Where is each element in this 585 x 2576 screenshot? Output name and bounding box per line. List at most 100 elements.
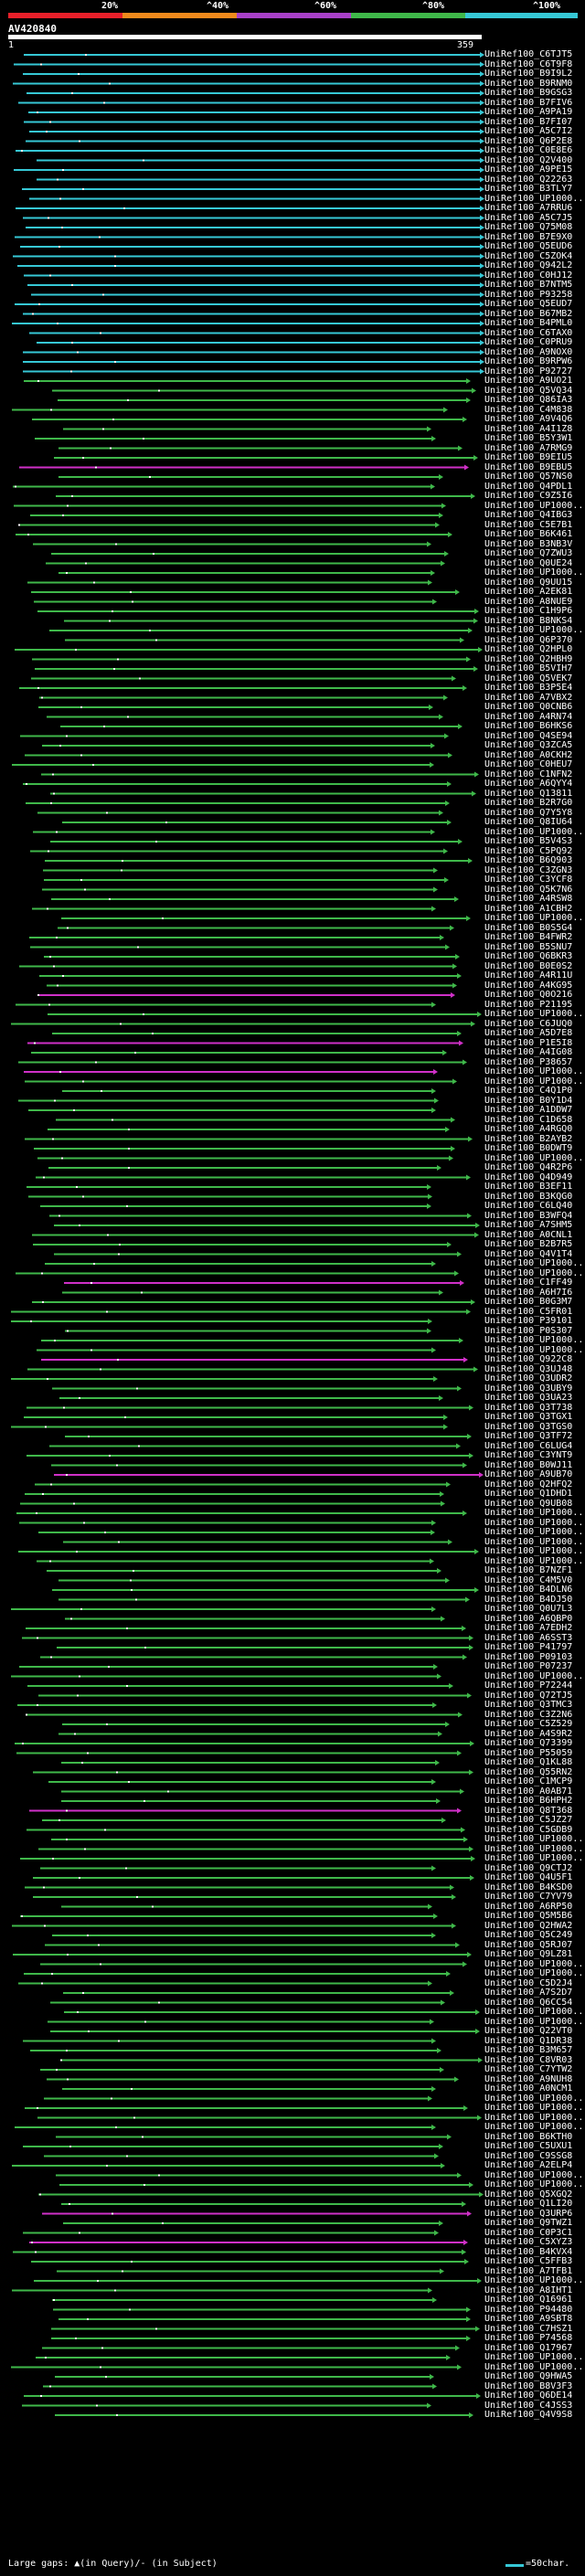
- hit-label[interactable]: UniRef100_C4JSS3: [484, 2400, 573, 2411]
- hit-label[interactable]: UniRef100_UP1000...: [484, 1066, 585, 1076]
- hit-label[interactable]: UniRef100_Q8IU64: [484, 817, 573, 827]
- hit-label[interactable]: UniRef100_P55059: [484, 1747, 573, 1758]
- hit-label[interactable]: UniRef100_UP1000...: [484, 826, 585, 837]
- hit-label[interactable]: UniRef100_C3YCF8: [484, 875, 573, 885]
- hit-label[interactable]: UniRef100_UP1000...: [484, 1344, 585, 1355]
- hit-label[interactable]: UniRef100_Q5M5B6: [484, 1911, 573, 1921]
- hit-label[interactable]: UniRef100_P0S307: [484, 1325, 573, 1336]
- hit-label[interactable]: UniRef100_A9UO21: [484, 376, 573, 386]
- hit-label[interactable]: UniRef100_Q3UA23: [484, 1393, 573, 1403]
- hit-label[interactable]: UniRef100_B9I9L2: [484, 69, 573, 79]
- hit-label[interactable]: UniRef100_B5VIH7: [484, 663, 573, 673]
- hit-label[interactable]: UniRef100_Q86IA3: [484, 395, 573, 405]
- hit-label[interactable]: UniRef100_C0P3C1: [484, 2227, 573, 2238]
- hit-label[interactable]: UniRef100_A9NUH8: [484, 2073, 573, 2084]
- hit-label[interactable]: UniRef100_Q5EUD6: [484, 241, 573, 251]
- hit-label[interactable]: UniRef100_C5D2J4: [484, 1977, 573, 1988]
- hit-label[interactable]: UniRef100_Q5VQ34: [484, 385, 573, 396]
- hit-label[interactable]: UniRef100_C5JZ27: [484, 1815, 573, 1825]
- hit-label[interactable]: UniRef100_A0NCM1: [484, 2083, 573, 2094]
- hit-label[interactable]: UniRef100_Q0O216: [484, 990, 573, 1000]
- hit-label[interactable]: UniRef100_A4S9R2: [484, 1728, 573, 1739]
- hit-label[interactable]: UniRef100_P92727: [484, 366, 573, 376]
- hit-label[interactable]: UniRef100_Q5VEK7: [484, 673, 573, 684]
- hit-label[interactable]: UniRef100_C9Z5I6: [484, 491, 573, 501]
- hit-label[interactable]: UniRef100_P09103: [484, 1651, 573, 1662]
- hit-label[interactable]: UniRef100_Q2HFQ2: [484, 1479, 573, 1489]
- hit-label[interactable]: UniRef100_C3YNT9: [484, 1450, 573, 1460]
- hit-label[interactable]: UniRef100_C4M838: [484, 404, 573, 415]
- hit-label[interactable]: UniRef100_A9SBT8: [484, 2314, 573, 2324]
- hit-label[interactable]: UniRef100_C5FFB3: [484, 2256, 573, 2266]
- hit-label[interactable]: UniRef100_B3TLY7: [484, 184, 573, 194]
- hit-label[interactable]: UniRef100_B7NZF1: [484, 1565, 573, 1575]
- hit-label[interactable]: UniRef100_B3NB3V: [484, 538, 573, 549]
- hit-label[interactable]: UniRef100_B2R7G0: [484, 798, 573, 808]
- hit-label[interactable]: UniRef100_Q55RN2: [484, 1766, 573, 1777]
- hit-label[interactable]: UniRef100_C6T9F8: [484, 58, 573, 69]
- hit-label[interactable]: UniRef100_A9V4Q6: [484, 414, 573, 424]
- hit-label[interactable]: UniRef100_Q3ZCA5: [484, 740, 573, 750]
- hit-label[interactable]: UniRef100_C6LUG4: [484, 1440, 573, 1451]
- hit-label[interactable]: UniRef100_UP1000...: [484, 567, 585, 578]
- hit-label[interactable]: UniRef100_B4PML0: [484, 318, 573, 328]
- hit-label[interactable]: UniRef100_C1NFN2: [484, 769, 573, 779]
- hit-label[interactable]: UniRef100_B4DLN6: [484, 1585, 573, 1595]
- hit-label[interactable]: UniRef100_Q8T368: [484, 1805, 573, 1816]
- hit-label[interactable]: UniRef100_UP1000...: [484, 1968, 585, 1978]
- hit-label[interactable]: UniRef100_Q9CTJ2: [484, 1862, 573, 1873]
- hit-label[interactable]: UniRef100_UP1000...: [484, 2179, 585, 2189]
- hit-label[interactable]: UniRef100_B0DWT9: [484, 1143, 573, 1153]
- hit-label[interactable]: UniRef100_A5C7I2: [484, 126, 573, 136]
- hit-label[interactable]: UniRef100_Q6P370: [484, 634, 573, 645]
- hit-label[interactable]: UniRef100_A1CBH2: [484, 903, 573, 914]
- hit-label[interactable]: UniRef100_B7FI07: [484, 116, 573, 127]
- hit-label[interactable]: UniRef100_P94480: [484, 2304, 573, 2315]
- hit-label[interactable]: UniRef100_Q9UB08: [484, 1498, 573, 1509]
- hit-label[interactable]: UniRef100_B5SNU7: [484, 941, 573, 952]
- hit-label[interactable]: UniRef100_C1FF49: [484, 1277, 573, 1288]
- hit-label[interactable]: UniRef100_B0Y1D4: [484, 1095, 573, 1106]
- hit-label[interactable]: UniRef100_C5GDB9: [484, 1824, 573, 1835]
- hit-label[interactable]: UniRef100_B4FWR2: [484, 932, 573, 942]
- hit-label[interactable]: UniRef100_UP1000...: [484, 2169, 585, 2180]
- hit-label[interactable]: UniRef100_C4Q1P0: [484, 1086, 573, 1096]
- hit-label[interactable]: UniRef100_C8VR03: [484, 2054, 573, 2065]
- hit-label[interactable]: UniRef100_P07237: [484, 1661, 573, 1671]
- hit-label[interactable]: UniRef100_UP1000...: [484, 1958, 585, 1969]
- hit-label[interactable]: UniRef100_Q6DE14: [484, 2390, 573, 2401]
- hit-label[interactable]: UniRef100_B9GSG3: [484, 88, 573, 98]
- hit-label[interactable]: UniRef100_A9PE15: [484, 164, 573, 175]
- hit-label[interactable]: UniRef100_Q17967: [484, 2342, 573, 2353]
- hit-label[interactable]: UniRef100_C7YTW2: [484, 2064, 573, 2074]
- hit-label[interactable]: UniRef100_C7HSZ1: [484, 2323, 573, 2334]
- hit-label[interactable]: UniRef100_Q1LI20: [484, 2199, 573, 2209]
- hit-label[interactable]: UniRef100_Q3TMC3: [484, 1700, 573, 1710]
- hit-label[interactable]: UniRef100_Q3UDR2: [484, 1373, 573, 1383]
- hit-label[interactable]: UniRef100_B0G3M7: [484, 1297, 573, 1307]
- hit-label[interactable]: UniRef100_C5PQ92: [484, 845, 573, 856]
- hit-label[interactable]: UniRef100_Q2HPL0: [484, 644, 573, 654]
- hit-label[interactable]: UniRef100_Q13811: [484, 788, 573, 799]
- hit-label[interactable]: UniRef100_UP1000...: [484, 1517, 585, 1528]
- hit-label[interactable]: UniRef100_A4I1Z8: [484, 423, 573, 434]
- hit-label[interactable]: UniRef100_Q3UBY9: [484, 1383, 573, 1394]
- hit-label[interactable]: UniRef100_Q4SE94: [484, 730, 573, 741]
- hit-label[interactable]: UniRef100_UP1000...: [484, 1834, 585, 1844]
- hit-label[interactable]: UniRef100_A7TFB1: [484, 2265, 573, 2276]
- hit-label[interactable]: UniRef100_A7VBX2: [484, 692, 573, 703]
- hit-label[interactable]: UniRef100_C6TJT5: [484, 49, 573, 59]
- hit-label[interactable]: UniRef100_C6LQ40: [484, 1201, 573, 1211]
- hit-label[interactable]: UniRef100_A7RRU6: [484, 203, 573, 213]
- hit-label[interactable]: UniRef100_Q3T738: [484, 1402, 573, 1413]
- hit-label[interactable]: UniRef100_C5Z529: [484, 1719, 573, 1729]
- hit-label[interactable]: UniRef100_B4KSD0: [484, 1882, 573, 1892]
- hit-label[interactable]: UniRef100_A0AB71: [484, 1786, 573, 1797]
- hit-label[interactable]: UniRef100_B9RNM0: [484, 78, 573, 89]
- hit-label[interactable]: UniRef100_UP1000...: [484, 500, 585, 511]
- hit-label[interactable]: UniRef100_Q3TGX1: [484, 1412, 573, 1422]
- hit-label[interactable]: UniRef100_B3M657: [484, 2045, 573, 2055]
- hit-label[interactable]: UniRef100_P74568: [484, 2333, 573, 2343]
- hit-label[interactable]: UniRef100_C1MCP9: [484, 1776, 573, 1786]
- hit-label[interactable]: UniRef100_Q4R2P6: [484, 1162, 573, 1172]
